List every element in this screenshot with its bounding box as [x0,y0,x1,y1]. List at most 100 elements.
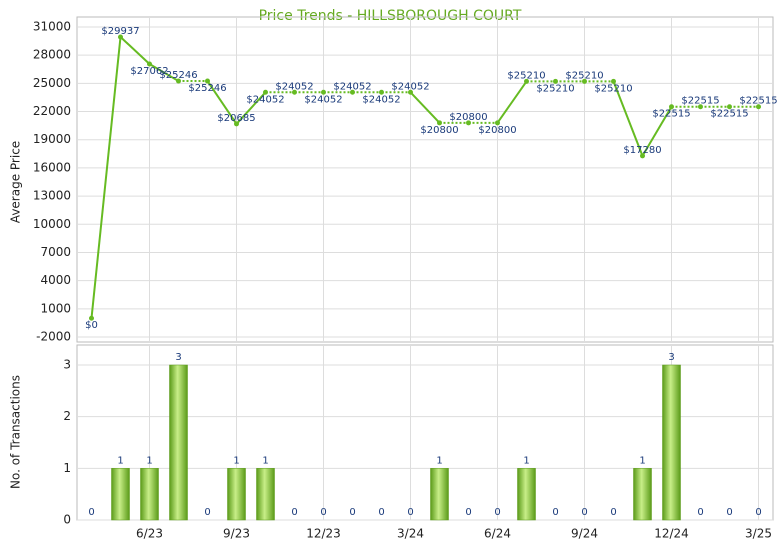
value-label: 1 [436,455,442,466]
y-tick-label: 1 [63,461,71,475]
value-label: 1 [639,455,645,466]
point [263,89,268,95]
point [234,121,239,127]
bar [633,468,652,521]
y-tick-label: 13000 [33,189,71,203]
y-tick-label: 22000 [33,104,71,118]
value-label: $25210 [536,83,574,94]
point [553,78,558,84]
point [669,104,674,110]
value-label: 3 [668,352,674,363]
bar [517,468,536,521]
y-tick-label: 25000 [33,76,71,90]
point [176,78,181,84]
value-label: 0 [697,507,703,518]
value-label: 0 [494,507,500,518]
value-label: 0 [204,507,210,518]
bar [111,468,130,521]
point [437,120,442,126]
y-tick-label: 3 [63,358,71,372]
plot-frame [76,16,774,343]
y-tick-label: 10000 [33,217,71,231]
value-label: 0 [378,507,384,518]
value-label: 0 [407,507,413,518]
y-axis-label: Average Price [9,141,23,223]
x-tick-label: 9/23 [223,527,250,541]
value-label: $27062 [130,66,168,77]
point [611,78,616,84]
bar [430,468,449,521]
point [147,61,152,67]
value-label: 0 [88,507,94,518]
y-tick-label: 4000 [40,273,71,287]
line-segment [148,63,180,82]
y-tick-label: 1000 [40,301,71,315]
value-label: 0 [726,507,732,518]
value-label: $24052 [246,94,284,105]
bar [662,364,681,521]
bar [140,468,159,521]
value-label: $24052 [304,94,342,105]
value-label: 1 [146,455,152,466]
value-label: 0 [552,507,558,518]
point [350,89,355,95]
value-label: 0 [320,507,326,518]
point [379,89,384,95]
x-tick-label: 6/24 [484,527,511,541]
value-label: $29937 [101,26,139,37]
point [408,89,413,95]
value-label: 1 [523,455,529,466]
value-label: $22515 [681,96,719,107]
value-label: 0 [465,507,471,518]
value-label: $24052 [333,81,371,92]
value-label: $25246 [188,83,226,94]
y-tick-label: 0 [63,513,71,527]
point [524,78,529,84]
value-label: $24052 [362,94,400,105]
point [205,78,210,84]
y-tick-label: 2 [63,409,71,423]
y-tick-label: 16000 [33,160,71,174]
x-tick-label: 12/24 [654,527,689,541]
line-segment [612,81,644,157]
value-label: $25210 [565,70,603,81]
line-segment [409,91,441,124]
value-label: $24052 [275,81,313,92]
y-tick-label: 31000 [33,20,71,34]
y-tick-label: 19000 [33,132,71,146]
y-tick-label: 7000 [40,245,71,259]
point [89,315,94,321]
chart-title: Price Trends - HILLSBOROUGH COURT [259,8,522,24]
value-label: 0 [755,507,761,518]
line-segment [641,106,673,157]
value-label: 1 [117,455,123,466]
value-label: $20685 [217,113,255,124]
value-label: 3 [175,352,181,363]
y-tick-label: -2000 [36,330,71,344]
point [756,104,761,110]
value-label: $25210 [507,70,545,81]
x-tick-label: 12/23 [306,527,341,541]
value-label: $0 [85,320,98,331]
value-label: 0 [581,507,587,518]
line-segment [119,36,151,65]
y-tick-label: 28000 [33,48,71,62]
value-label: $22515 [710,109,748,120]
value-label: 0 [291,507,297,518]
point [640,153,645,159]
value-label: $17280 [623,145,661,156]
value-label: $20800 [420,125,458,136]
value-label: $20800 [449,112,487,123]
bar [256,468,275,521]
point [698,104,703,110]
x-tick-label: 3/25 [745,527,772,541]
value-label: $20800 [478,125,516,136]
line-segment [496,80,528,124]
value-label: $25246 [159,70,197,81]
value-label: $24052 [391,81,429,92]
value-label: 1 [233,455,239,466]
value-label: 0 [349,507,355,518]
line-segment [206,80,238,125]
y-axis-label: No. of Transactions [9,375,23,489]
